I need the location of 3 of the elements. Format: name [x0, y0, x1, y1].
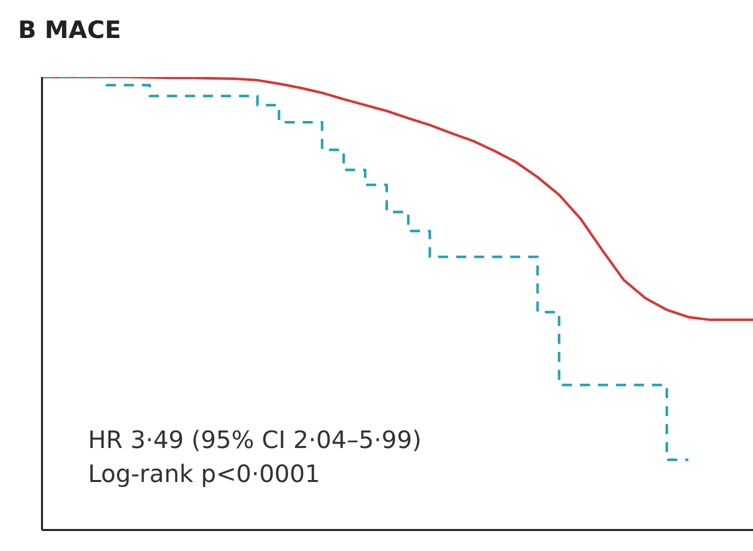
- annotation: HR 3·49 (95% CI 2·04–5·99): [88, 426, 422, 454]
- chart-title: B MACE: [18, 16, 122, 44]
- annotation: Log-rank p<0·0001: [88, 460, 320, 488]
